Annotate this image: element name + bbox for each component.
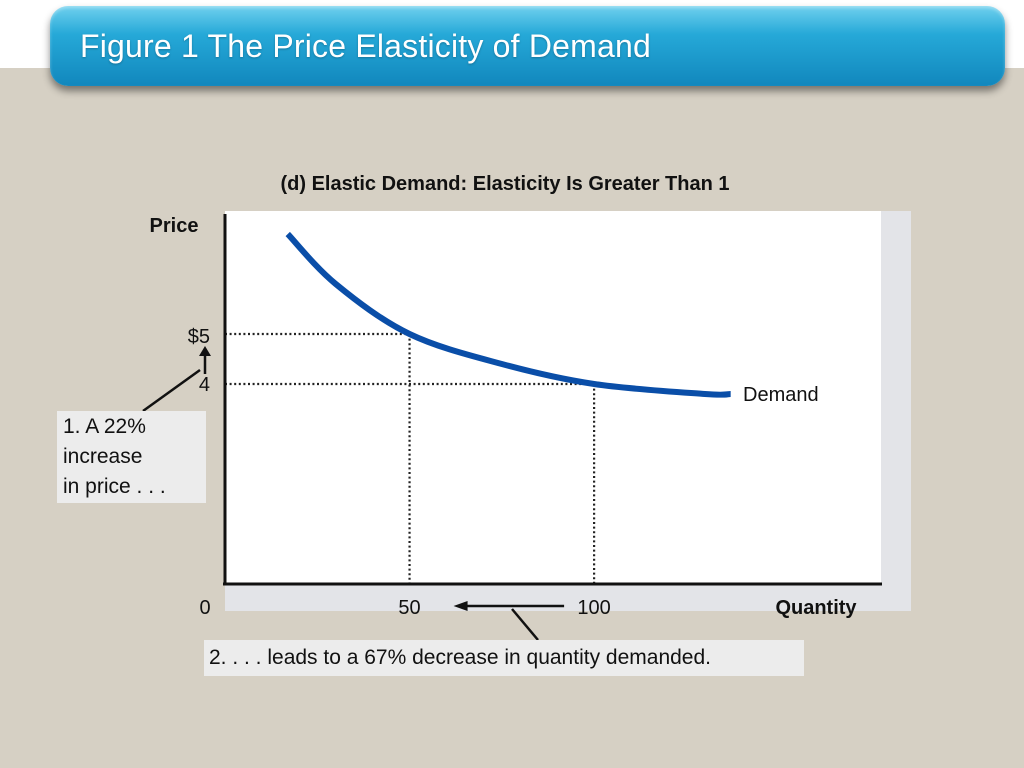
price-callout-line-2: increase xyxy=(63,445,143,468)
quantity-change-callout: 2. . . . leads to a 67% decrease in quan… xyxy=(204,640,804,676)
price-callout-leader xyxy=(142,368,201,413)
y-tick-label-4: 4 xyxy=(199,374,210,396)
series-label-demand: Demand xyxy=(743,384,819,406)
plot-area xyxy=(225,211,881,583)
y-tick-label-5: $5 xyxy=(188,326,210,348)
quantity-arrowhead xyxy=(453,601,468,611)
x-axis-label: Quantity xyxy=(775,597,857,619)
title-bar xyxy=(50,6,1005,86)
price-change-callout: 1. A 22% increase in price . . . xyxy=(57,411,206,503)
price-arrowhead xyxy=(199,346,211,356)
slide-title: Figure 1 The Price Elasticity of Demand xyxy=(80,28,652,64)
x-tick-label-0: 0 xyxy=(199,597,210,619)
x-tick-label-50: 50 xyxy=(398,597,420,619)
chart-title: (d) Elastic Demand: Elasticity Is Greate… xyxy=(280,173,729,195)
demand-curve xyxy=(285,231,731,398)
quantity-callout-leader xyxy=(511,608,539,641)
price-callout-line-1: 1. A 22% xyxy=(63,415,146,438)
price-callout-line-3: in price . . . xyxy=(63,475,166,498)
x-tick-label-100: 100 xyxy=(577,597,610,619)
y-axis-label: Price xyxy=(150,215,199,237)
